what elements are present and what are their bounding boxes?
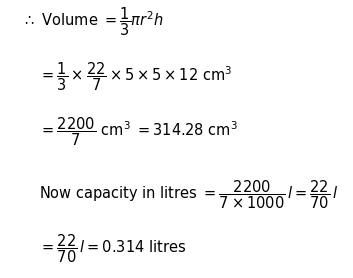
Text: Now capacity in litres $= \dfrac{2200}{7 \times 1000}\,l = \dfrac{22}{70}\,l$: Now capacity in litres $= \dfrac{2200}{7… — [39, 178, 339, 211]
Text: $\therefore$ Volume $= \dfrac{1}{3}\pi r^2 h$: $\therefore$ Volume $= \dfrac{1}{3}\pi r… — [22, 6, 163, 38]
Text: $= \dfrac{2200}{7}$ cm$^3$ $= 314.28$ cm$^3$: $= \dfrac{2200}{7}$ cm$^3$ $= 314.28$ cm… — [39, 115, 238, 148]
Text: $= \dfrac{22}{70}\,l = 0.314$ litres: $= \dfrac{22}{70}\,l = 0.314$ litres — [39, 233, 186, 265]
Text: $= \dfrac{1}{3} \times \dfrac{22}{7} \times 5 \times 5 \times 12$ cm$^3$: $= \dfrac{1}{3} \times \dfrac{22}{7} \ti… — [39, 60, 232, 93]
